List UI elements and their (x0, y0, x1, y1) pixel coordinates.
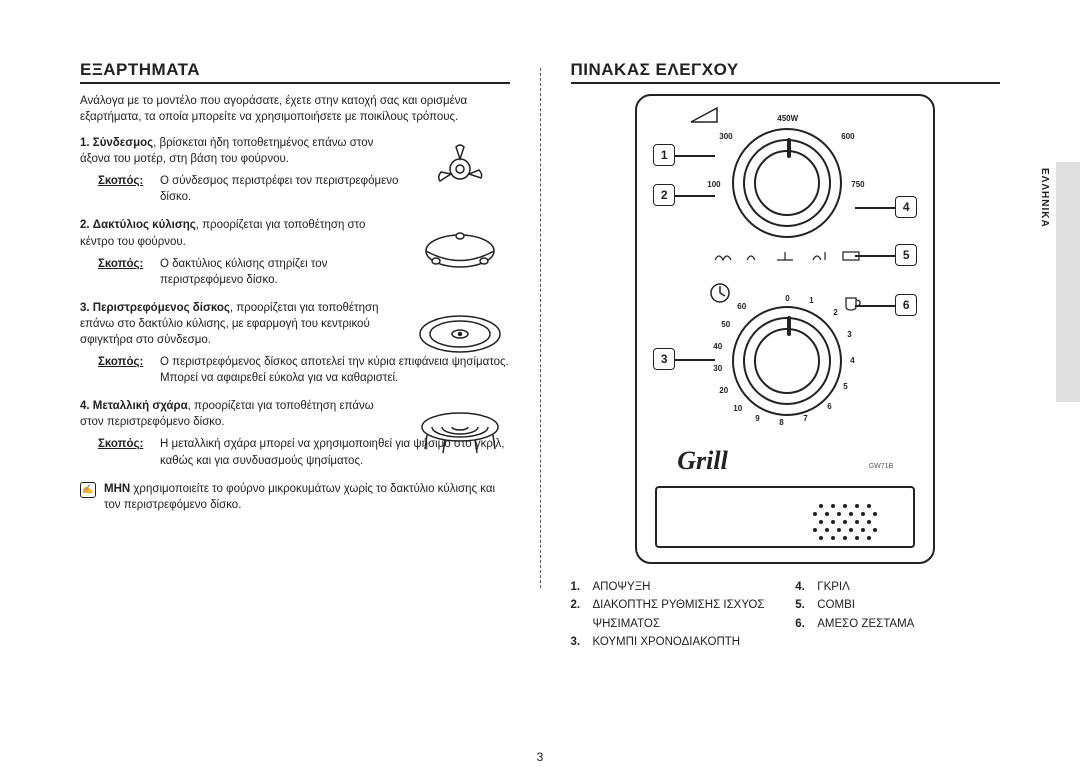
power-label-450w: 450W (777, 114, 798, 123)
timer-label: 2 (833, 308, 837, 317)
timer-label: 8 (779, 418, 783, 427)
accessory-item: 1. Σύνδεσμος, βρίσκεται ήδη τοποθετημένο… (80, 135, 510, 167)
power-label-750: 750 (851, 180, 864, 189)
legend-item: ΚΟΥΜΠΙ ΧΡΟΝΟΔΙΑΚΟΠΤΗ (593, 633, 741, 651)
column-divider (540, 68, 541, 588)
legend-item: ΔΙΑΚΟΠΤΗΣ ΡΥΘΜΙΣΗΣ ΙΣΧΥΟΣ ΨΗΣΙΜΑΤΟΣ (593, 596, 776, 633)
page-number: 3 (537, 750, 544, 764)
callout-1: 1 (653, 144, 675, 166)
control-legend: 1.ΑΠΟΨΥΞΗ 2.ΔΙΑΚΟΠΤΗΣ ΡΥΘΜΙΣΗΣ ΙΣΧΥΟΣ ΨΗ… (571, 578, 1001, 652)
callout-5: 5 (895, 244, 917, 266)
legend-item: ΑΠΟΨΥΞΗ (593, 578, 651, 596)
callout-4: 4 (895, 196, 917, 218)
timer-label: 6 (827, 402, 831, 411)
legend-item: ΓΚΡΙΛ (817, 578, 850, 596)
timer-label: 9 (755, 414, 759, 423)
coupler-icon (410, 135, 510, 203)
callout-line (855, 255, 895, 257)
grill-logo: Grill (677, 446, 728, 476)
accessory-item: 4. Μεταλλική σχάρα, προορίζεται για τοπο… (80, 398, 510, 430)
timer-label: 5 (843, 382, 847, 391)
accessories-heading: ΕΞΑΡΤΗΜΑΤΑ (80, 60, 510, 84)
note-text: ΜΗΝ χρησιμοποιείτε το φούρνο μικροκυμάτω… (104, 481, 510, 513)
timer-label: 20 (719, 386, 728, 395)
accessories-intro: Ανάλογα με το μοντέλο που αγοράσατε, έχε… (80, 94, 510, 125)
callout-6: 6 (895, 294, 917, 316)
speaker-dots (809, 500, 889, 540)
page-two-column: ΕΞΑΡΤΗΜΑΤΑ Ανάλογα με το μοντέλο που αγο… (80, 60, 1000, 720)
legend-col-right: 4.ΓΚΡΙΛ 5.COMBI 6.ΑΜΕΣΟ ΖΕΣΤΑΜΑ (795, 578, 1000, 652)
callout-line (675, 195, 715, 197)
power-label-300: 300 (719, 132, 732, 141)
timer-label: 10 (733, 404, 742, 413)
warning-note: ✍ ΜΗΝ χρησιμοποιείτε το φούρνο μικροκυμά… (80, 481, 510, 513)
timer-label: 40 (713, 342, 722, 351)
turntable-icon (410, 300, 510, 368)
timer-label: 60 (737, 302, 746, 311)
power-label-600: 600 (841, 132, 854, 141)
control-panel-column: ΠΙΝΑΚΑΣ ΕΛΕΓΧΟΥ 450W 300 600 100 750 (561, 60, 1001, 720)
control-panel-heading: ΠΙΝΑΚΑΣ ΕΛΕΓΧΟΥ (571, 60, 1001, 84)
legend-col-left: 1.ΑΠΟΨΥΞΗ 2.ΔΙΑΚΟΠΤΗΣ ΡΥΘΜΙΣΗΣ ΙΣΧΥΟΣ ΨΗ… (571, 578, 776, 652)
callout-3: 3 (653, 348, 675, 370)
timer-label: 4 (850, 356, 854, 365)
accessories-column: ΕΞΑΡΤΗΜΑΤΑ Ανάλογα με το μοντέλο που αγο… (80, 60, 520, 720)
callout-line (855, 305, 895, 307)
timer-label: 1 (809, 296, 813, 305)
side-language-label: ΕΛΛΗΝΙΚΑ (1039, 168, 1050, 228)
callout-2: 2 (653, 184, 675, 206)
model-number: GW71B (869, 463, 894, 470)
timer-label: 50 (721, 320, 730, 329)
callout-line (855, 207, 895, 209)
door-release-panel (655, 486, 915, 548)
legend-item: ΑΜΕΣΟ ΖΕΣΤΑΜΑ (817, 615, 914, 633)
defrost-icon (689, 106, 719, 124)
timer-label: 30 (713, 364, 722, 373)
metal-rack-icon (410, 398, 510, 466)
roller-ring-icon (410, 217, 510, 285)
callout-line (675, 155, 715, 157)
timer-label: 3 (847, 330, 851, 339)
cup-icon (843, 294, 861, 312)
timer-dial (732, 306, 842, 416)
mode-icons-row (713, 246, 861, 264)
power-dial (732, 128, 842, 238)
accessory-item: 3. Περιστρεφόμενος δίσκος, προορίζεται γ… (80, 300, 510, 348)
accessory-item: 2. Δακτύλιος κύλισης, προορίζεται για το… (80, 217, 510, 249)
timer-label: 7 (803, 414, 807, 423)
note-icon: ✍ (80, 482, 96, 498)
control-panel-diagram: 450W 300 600 100 750 (635, 94, 935, 564)
timer-label-0: 0 (785, 294, 789, 303)
callout-line (675, 359, 715, 361)
power-label-100: 100 (707, 180, 720, 189)
side-tab (1056, 162, 1080, 402)
reheat-icon (709, 282, 731, 304)
legend-item: COMBI (817, 596, 855, 614)
